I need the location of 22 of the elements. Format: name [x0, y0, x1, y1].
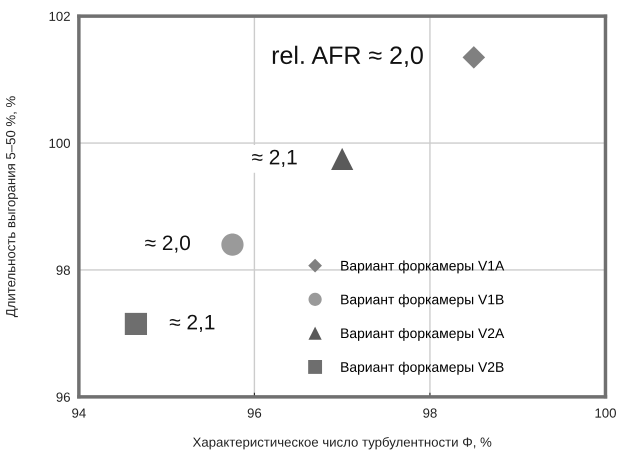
point [221, 233, 244, 256]
annotation: ≈ 2,0 [145, 235, 190, 253]
x-tick-label: 96 [248, 408, 262, 418]
annotation: ≈ 2,1 [252, 150, 297, 167]
point [331, 148, 354, 170]
legend-label: Вариант форкамеры V2A [341, 328, 504, 341]
x-tick-label: 98 [423, 408, 437, 418]
legend-label: Вариант форкамеры V1A [341, 260, 504, 274]
x-axis-title: Характеристическое число турбулентности Φ, % [192, 437, 492, 450]
y-axis-title: Длительность выгорания 5–50 %, % [6, 96, 18, 318]
legend-label: Вариант форкамеры V1B [341, 294, 504, 308]
legend-label: Вариант форкамеры V2B [341, 362, 504, 375]
point [462, 46, 486, 69]
x-tick-label: 94 [72, 408, 86, 418]
annotation: rel. AFR ≈ 2,0 [272, 46, 423, 68]
annotation: ≈ 2,1 [170, 314, 214, 332]
y-tick-label: 96 [56, 392, 70, 402]
y-tick-label: 98 [56, 266, 70, 275]
y-tick-label: 102 [50, 12, 70, 22]
y-tick-label: 100 [50, 138, 70, 148]
point [124, 312, 148, 336]
x-tick-label: 100 [595, 408, 616, 418]
